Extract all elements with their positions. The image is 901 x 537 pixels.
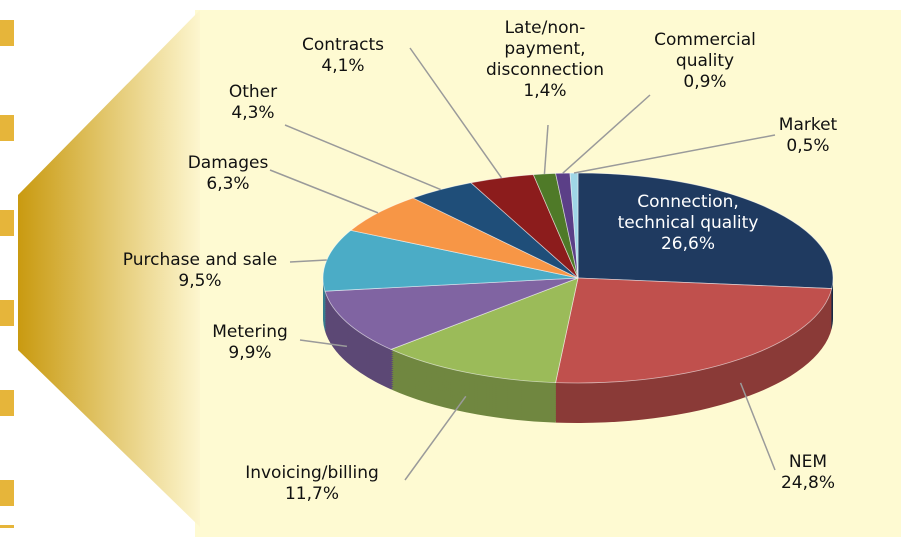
leader-line <box>543 124 549 174</box>
value-label: 4,1% <box>321 56 365 76</box>
value-label: 24,8% <box>780 473 835 493</box>
category-name: Other <box>228 82 278 102</box>
value-label: 26,6% <box>660 234 715 254</box>
slice-label: Metering 9,9% <box>195 322 305 364</box>
value-label: 6,3% <box>206 174 250 194</box>
category-name: Metering <box>212 322 288 342</box>
category-name: Damages <box>187 153 269 173</box>
panel-wedge <box>18 10 200 527</box>
category-name: Market <box>778 115 838 135</box>
slice <box>324 277 579 350</box>
slice-label: Commercial quality 0,9% <box>640 30 770 93</box>
slice-label: Market 0,5% <box>763 115 853 157</box>
category-name: Contracts <box>302 35 384 55</box>
leader-line <box>299 339 348 348</box>
leader-line <box>562 94 651 174</box>
leader-line <box>739 382 776 471</box>
leader-line <box>573 134 776 174</box>
category-name: Purchase and sale <box>122 250 278 270</box>
slice-label: Late/non-payment, disconnection 1,4% <box>483 18 608 102</box>
value-label: 4,3% <box>231 103 275 123</box>
slice-label: NEM 24,8% <box>763 452 853 494</box>
category-name: Commercial quality <box>654 30 756 71</box>
value-label: 0,5% <box>786 136 830 156</box>
value-label: 9,9% <box>228 343 272 363</box>
value-label: 1,4% <box>523 81 567 101</box>
leader-line <box>284 124 441 191</box>
category-name: Late/non-payment, disconnection <box>485 18 605 80</box>
side-tabs <box>0 20 14 528</box>
slice <box>577 172 834 289</box>
slice <box>555 277 833 384</box>
value-label: 9,5% <box>178 271 222 291</box>
category-name: Invoicing/billing <box>245 463 379 483</box>
leader-line <box>289 259 327 263</box>
slice-label: Other 4,3% <box>208 82 298 124</box>
value-label: 11,7% <box>284 484 339 504</box>
leader-line <box>269 169 379 214</box>
category-name: NEM <box>788 452 828 472</box>
category-name: Connection, technical quality <box>617 192 759 233</box>
leader-line <box>404 395 467 481</box>
slice-label: Damages 6,3% <box>173 153 283 195</box>
slice <box>389 277 579 384</box>
leader-line <box>409 47 503 179</box>
slice-label: Purchase and sale 9,5% <box>100 250 300 292</box>
slice-label: Contracts 4,1% <box>288 35 398 77</box>
value-label: 0,9% <box>683 72 727 92</box>
slice-label: Invoicing/billing 11,7% <box>227 463 397 505</box>
slice-label: Connection, technical quality 26,6% <box>608 192 768 255</box>
